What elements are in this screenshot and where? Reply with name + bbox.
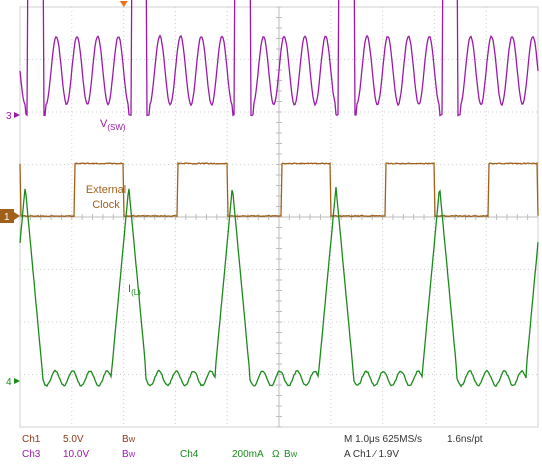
vsw-label-sub: (SW) [107, 123, 126, 132]
ch3-marker-arrow [14, 112, 20, 118]
ch4-marker: 4 [6, 377, 12, 388]
il-label-sub: (L) [131, 288, 141, 297]
footer-timebase: M 1.0μs 625MS/s [344, 434, 422, 445]
scope-footer: Ch1 5.0V BW Ch4 200mA Ω BW M 1.0μs 625MS… [22, 434, 483, 460]
ch4-marker-arrow [14, 378, 20, 384]
footer-ch4-scale: 200mA [232, 449, 264, 460]
footer-ch4-ohm: Ω [272, 449, 280, 460]
il-trace [19, 187, 539, 388]
graticule-grid [19, 6, 539, 428]
ch1-marker-bg [0, 209, 14, 223]
footer-ch3-name: Ch3 [22, 449, 41, 460]
footer-ch1-name: Ch1 [22, 434, 41, 445]
il-label: I(L) [128, 283, 141, 297]
footer-ch1-scale: 5.0V [63, 434, 84, 445]
footer-ch3-bw: BW [122, 449, 136, 460]
clock-label-line2: Clock [92, 199, 120, 211]
vsw-label-main: V [100, 118, 108, 130]
channel-markers: 3 1 4 [0, 1, 128, 388]
ch1-marker: 1 [4, 212, 10, 223]
ch1-marker-arrow [14, 212, 20, 220]
footer-ch4-bw: BW [284, 449, 298, 460]
footer-ch4-name: Ch4 [180, 449, 199, 460]
waveform-traces [19, 0, 539, 388]
trigger-position-marker [119, 1, 128, 7]
footer-trigger: A Ch1 ∕ 1.9V [344, 449, 399, 460]
vsw-trace [19, 0, 539, 117]
footer-ch3-scale: 10.0V [63, 449, 89, 460]
clock-trace [19, 161, 539, 218]
vsw-label: V(SW) [100, 118, 126, 132]
footer-ns-per-pt: 1.6ns/pt [447, 434, 483, 445]
ch3-marker: 3 [6, 111, 12, 122]
il-label-main: I [128, 283, 131, 295]
clock-label-line1: External [86, 184, 126, 196]
footer-ch1-bw: BW [122, 434, 136, 445]
